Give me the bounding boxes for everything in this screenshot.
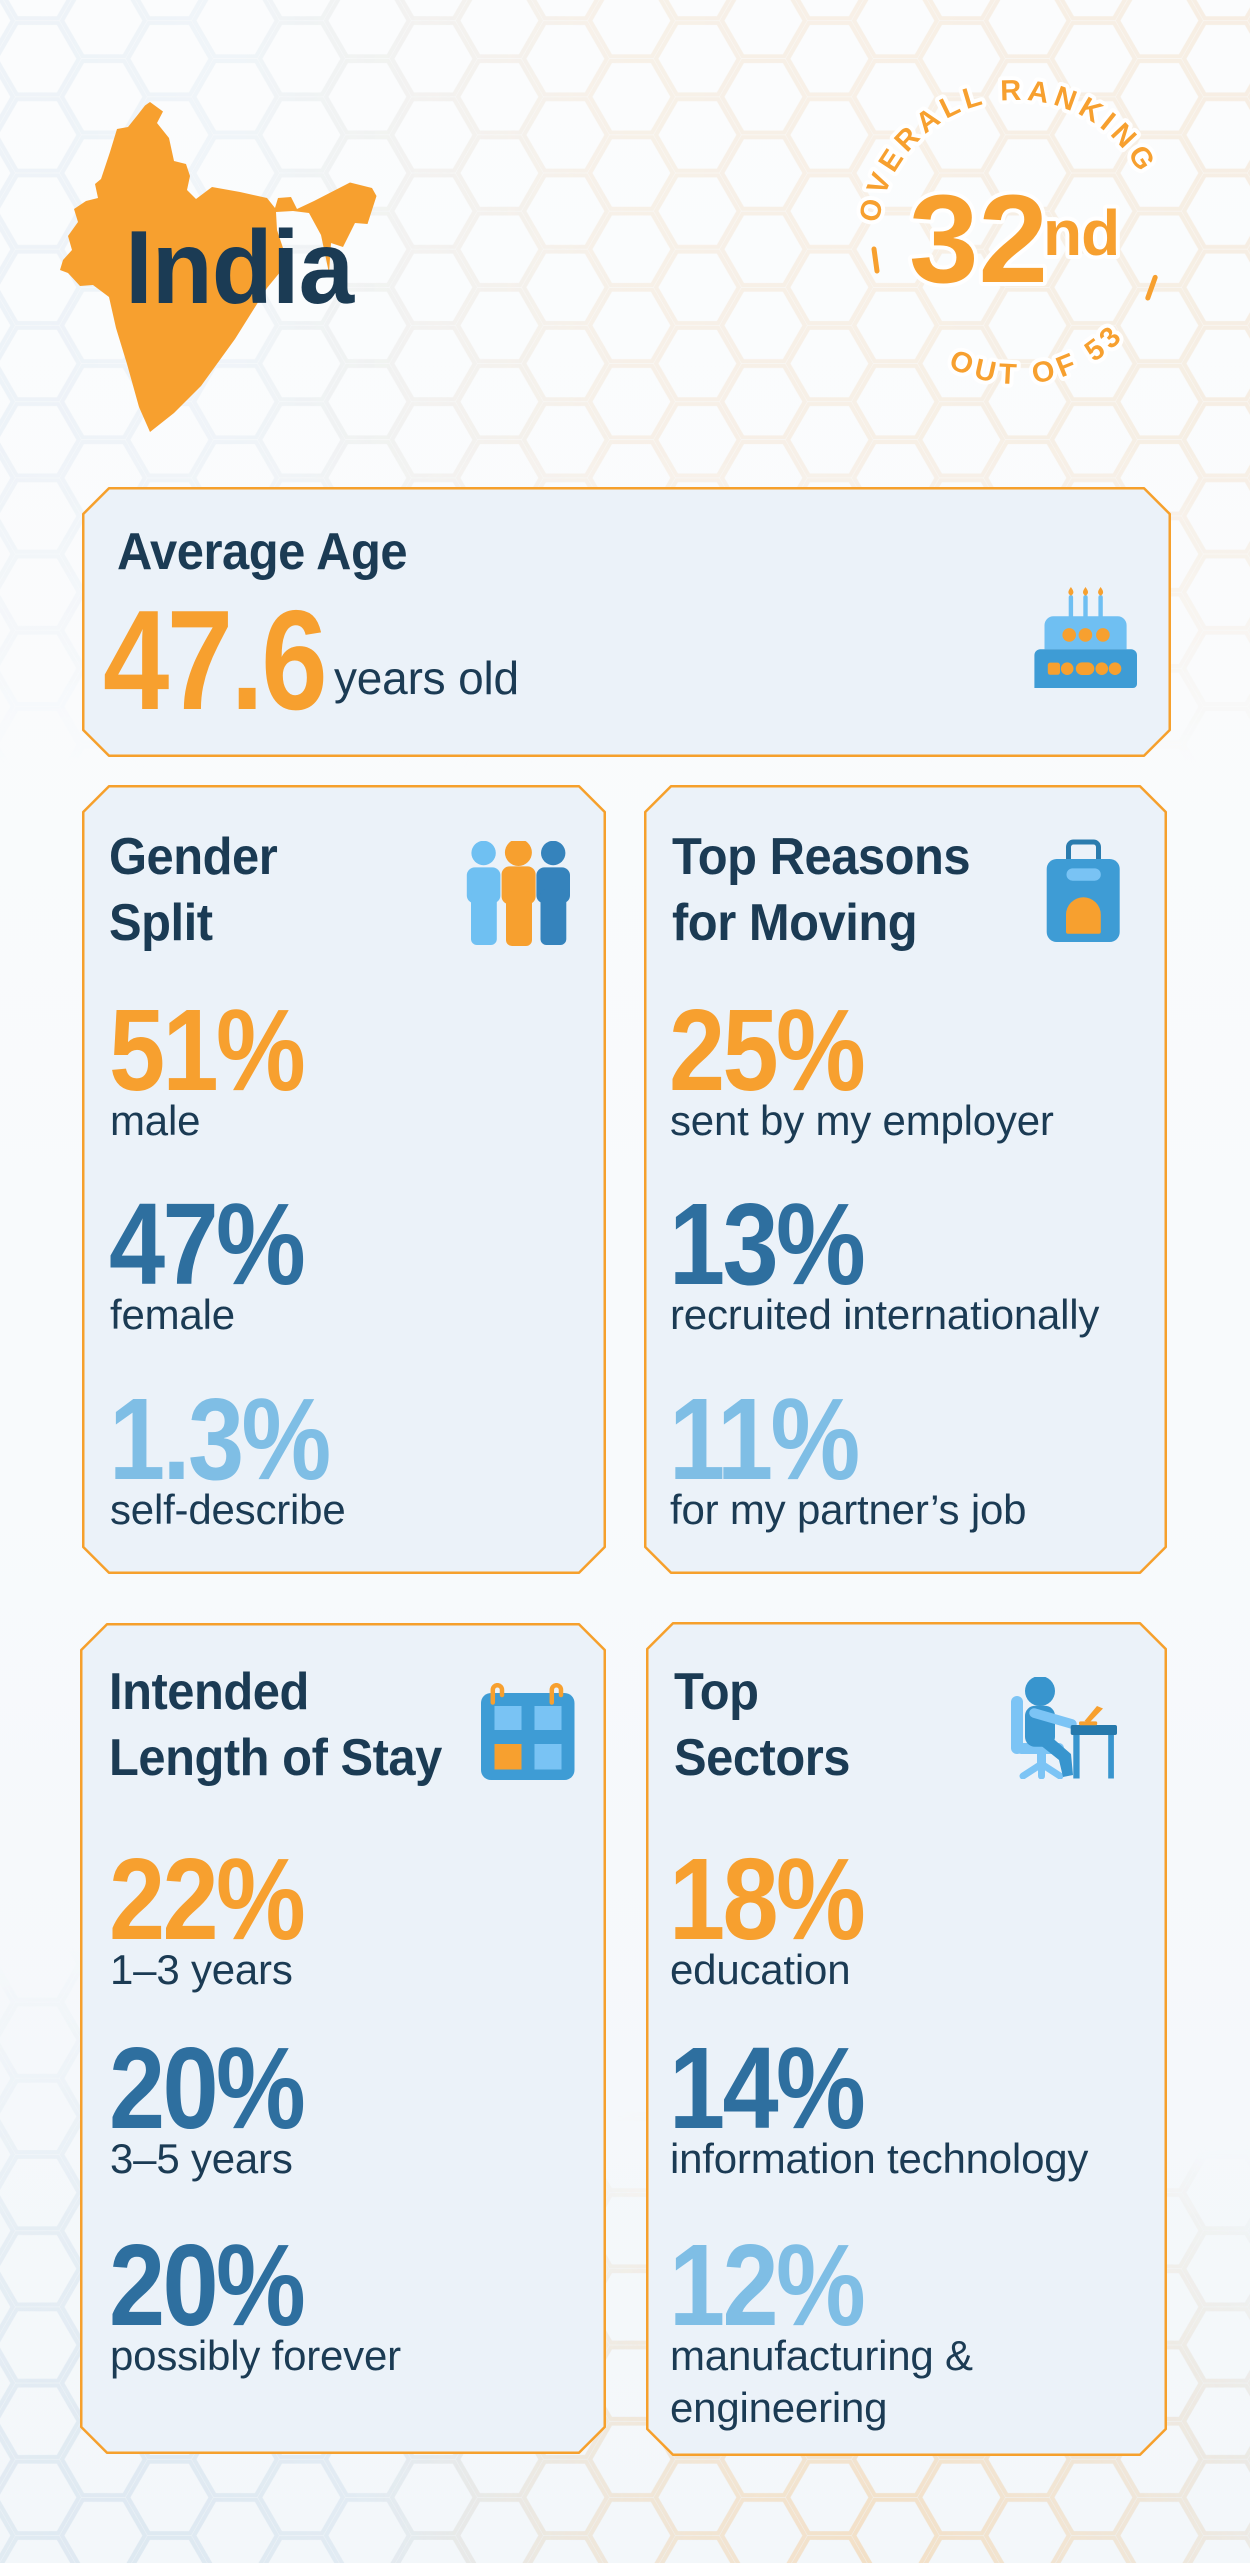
svg-text:nd: nd: [1043, 197, 1119, 269]
svg-text:OUT OF 53: OUT OF 53: [945, 317, 1131, 391]
svg-text:32: 32: [909, 170, 1048, 309]
